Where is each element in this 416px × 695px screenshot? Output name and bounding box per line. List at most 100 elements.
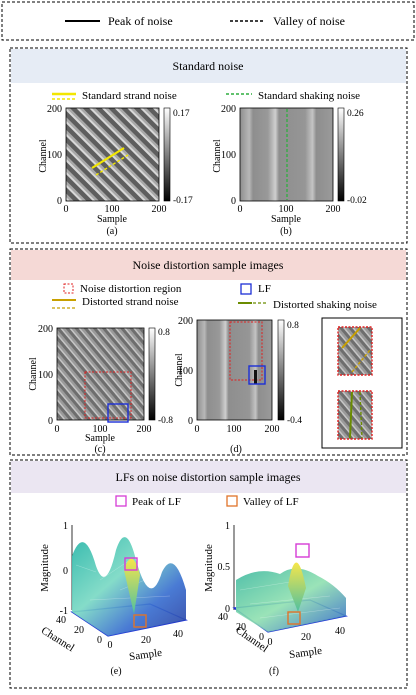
plot-a-xtick-0: 0 bbox=[64, 204, 69, 215]
plot-e-mesh bbox=[75, 559, 171, 601]
panel2-header bbox=[11, 250, 406, 280]
plot-b-xlabel: Sample bbox=[271, 214, 302, 225]
plot-c-xtick-200: 200 bbox=[137, 424, 152, 435]
plot-e-sample-tick-20: 20 bbox=[141, 635, 151, 646]
plot-a-xtick-100: 100 bbox=[105, 204, 120, 215]
zoom-insets bbox=[321, 317, 403, 449]
panel3-title: LFs on noise distortion sample images bbox=[116, 470, 301, 484]
peak-legend-label: Peak of noise bbox=[108, 14, 173, 28]
plot-f-sample-tick-40: 40 bbox=[335, 626, 345, 637]
plot-e-ztick-0: 0 bbox=[63, 566, 68, 577]
plot-b-cbar-max: 0.26 bbox=[347, 109, 364, 119]
plot-f-xlabel: Sample bbox=[288, 645, 322, 661]
plot-e-valley-lf-box bbox=[133, 614, 147, 628]
plot-b-ytick-100: 100 bbox=[221, 150, 236, 161]
plot-c-distortion-region bbox=[84, 371, 132, 419]
plot-a-cbar-max: 0.17 bbox=[173, 109, 190, 119]
plot-f-channel-tick-0: 0 bbox=[259, 632, 264, 643]
plot-d-distortion-region bbox=[229, 321, 263, 381]
plot-f-peak-lf-box bbox=[295, 543, 310, 558]
plot-d: 0.8 -0.4 200 100 0 0 100 200 Channel (d) bbox=[174, 316, 302, 455]
panel2-title: Noise distortion sample images bbox=[133, 258, 284, 272]
plot-a-ytick-100: 100 bbox=[47, 150, 62, 161]
plot-d-ytick-0: 0 bbox=[188, 416, 193, 427]
plot-b-ytick-200: 200 bbox=[221, 104, 236, 115]
plot-c-ytick-100: 100 bbox=[38, 370, 53, 381]
legend-peak-lf: Peak of LF bbox=[132, 496, 181, 508]
plot-d-ytick-100: 100 bbox=[178, 366, 193, 377]
plot-e-caption: (e) bbox=[110, 666, 121, 677]
plot-e-xlabel: Sample bbox=[128, 647, 162, 663]
zoom-strand-peak bbox=[341, 327, 361, 349]
plot-f-ztick-1: 1 bbox=[225, 521, 230, 532]
legend-lf: LF bbox=[258, 283, 271, 295]
region-swatch bbox=[63, 283, 74, 294]
plot-a-colorbar bbox=[163, 107, 171, 202]
lf-swatch bbox=[240, 283, 252, 295]
plot-e-sample-tick-0: 0 bbox=[108, 640, 113, 651]
plot-d-ytick-200: 200 bbox=[178, 316, 193, 327]
plot-a-ytick-200: 200 bbox=[47, 104, 62, 115]
plot-c-xlabel: Sample bbox=[85, 433, 116, 444]
panel3-header bbox=[11, 461, 406, 493]
plot-c-caption: (c) bbox=[94, 444, 105, 455]
plot-b-caption: (b) bbox=[280, 226, 292, 237]
plot-c-image bbox=[56, 327, 145, 421]
plot-f-sample-tick-20: 20 bbox=[301, 632, 311, 643]
plot-d-lf-box bbox=[248, 365, 266, 385]
plot-d-lf-spike bbox=[254, 370, 257, 384]
panel1-title: Standard noise bbox=[173, 59, 244, 73]
plot-c-colorbar bbox=[148, 327, 156, 421]
plot-e-ztick-1: 1 bbox=[63, 521, 68, 532]
plot-b-ylabel: Channel bbox=[212, 139, 223, 173]
plot-f-surface bbox=[236, 568, 346, 632]
plot-a-peak-line bbox=[91, 147, 125, 169]
plot-b-cbar-min: -0.02 bbox=[347, 196, 367, 206]
plot-f-ztick-0: 0 bbox=[225, 604, 230, 615]
plot-a-caption: (a) bbox=[106, 226, 117, 237]
zoom-shaking-valley bbox=[359, 391, 363, 439]
plot-b-colorbar bbox=[337, 107, 345, 202]
plot-f-sample-tick-0: 0 bbox=[268, 637, 273, 648]
plot-c-ytick-200: 200 bbox=[38, 324, 53, 335]
plot-f-caption: (f) bbox=[269, 666, 279, 677]
plot-f-zlabel: Magnitude bbox=[203, 544, 215, 592]
plot-c-lf-box bbox=[107, 403, 129, 423]
plot-c-cbar-max: 0.8 bbox=[158, 328, 170, 338]
plot-c-xtick-100: 100 bbox=[93, 424, 108, 435]
top-legend-box bbox=[1, 1, 415, 41]
legend-standard-shaking: Standard shaking noise bbox=[258, 90, 360, 102]
plot-c-xtick-0: 0 bbox=[55, 424, 60, 435]
legend-valley-lf: Valley of LF bbox=[243, 496, 299, 508]
peak-lf-swatch bbox=[115, 495, 127, 507]
plot-b-xtick-100: 100 bbox=[279, 204, 294, 215]
plot-f-valley-lf-box bbox=[287, 611, 301, 625]
panel1-header bbox=[11, 49, 406, 83]
plot-d-xtick-0: 0 bbox=[195, 424, 200, 435]
plot-d-colorbar bbox=[277, 319, 285, 421]
plot-c-cbar-min: -0.8 bbox=[158, 416, 173, 426]
legend-distorted-strand: Distorted strand noise bbox=[82, 296, 179, 308]
legend-distorted-shaking: Distorted shaking noise bbox=[273, 299, 377, 311]
plot-b: 0.26 -0.02 200 100 0 0 100 200 Sample Ch… bbox=[212, 104, 367, 237]
plot-e-channel-tick-40: 40 bbox=[56, 615, 66, 626]
plot-d-image bbox=[196, 319, 273, 421]
plot-f-channel-tick-20: 20 bbox=[236, 622, 246, 633]
plot-e-sample-tick-40: 40 bbox=[173, 629, 183, 640]
plot-a-ylabel: Channel bbox=[38, 139, 49, 173]
plot-d-caption: (d) bbox=[230, 444, 242, 455]
plot-d-xtick-100: 100 bbox=[227, 424, 242, 435]
plot-d-xtick-200: 200 bbox=[265, 424, 280, 435]
plot-a-xlabel: Sample bbox=[97, 214, 128, 225]
plot-a-ytick-0: 0 bbox=[57, 196, 62, 207]
plot-a-valley-line bbox=[95, 154, 129, 176]
valley-legend-label: Valley of noise bbox=[273, 14, 345, 28]
plot-e-channel-tick-0: 0 bbox=[97, 635, 102, 646]
plot-d-cbar-max: 0.8 bbox=[287, 321, 299, 331]
plot-b-xtick-0: 0 bbox=[238, 204, 243, 215]
plot-e-peak-lf-box bbox=[124, 557, 138, 571]
plot-f-channel-tick-40: 40 bbox=[218, 612, 228, 623]
plot-b-xtick-200: 200 bbox=[326, 204, 341, 215]
zoom-shaking-inset bbox=[337, 390, 373, 440]
